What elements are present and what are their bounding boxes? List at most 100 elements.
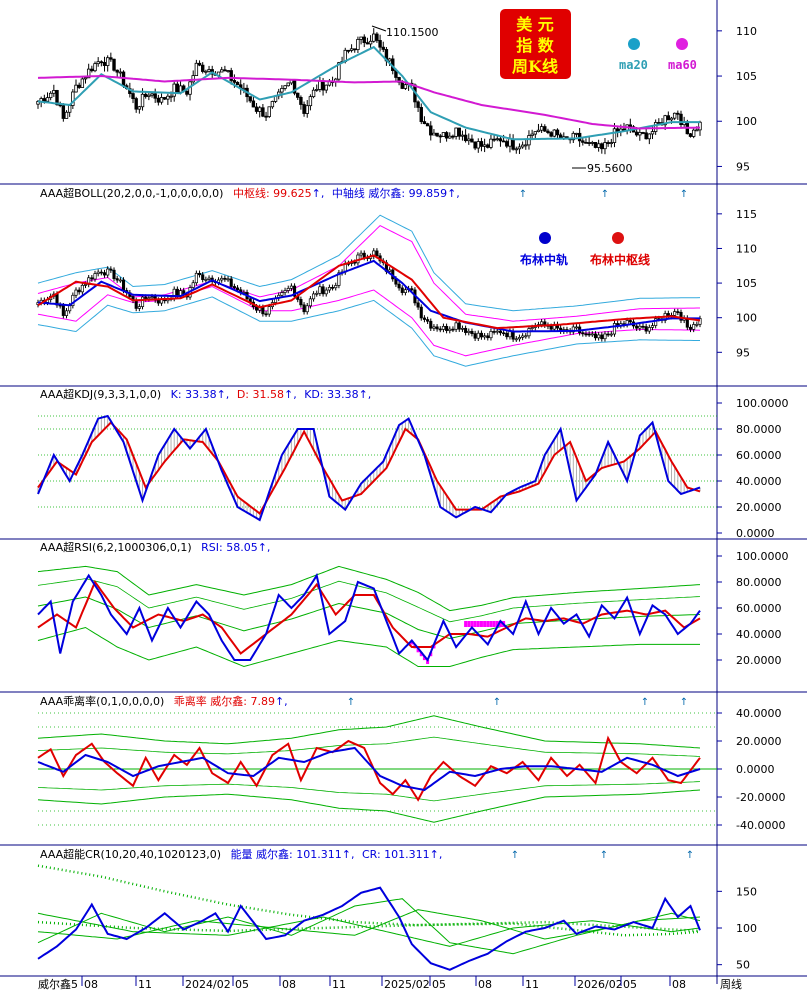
candle-body [546,130,550,133]
candle-body [454,127,458,137]
candle-body [587,142,591,144]
candle-body [524,144,528,147]
cr-ytick-label: 50 [736,959,750,972]
candle-body [530,133,534,136]
rsi-title-line: AAA超RSI(6,2,1000306,0,1) RSI: 58.05↑, [40,540,270,554]
boll-candle-body [90,277,94,280]
candle-body [299,96,303,105]
kdj-arrow-icon-3: ↑, [359,388,372,401]
kline-ytick-label: 110 [736,25,757,38]
candle-body [197,62,202,66]
candle-body [229,70,233,81]
candle-body [403,84,408,89]
candle-body [647,133,652,140]
candle-body [365,42,370,45]
candle-body [387,58,392,62]
kdj-kd-value: KD: 33.38 [304,388,358,401]
rsi-marker [489,621,493,627]
signal-arrow-icon: ↑ [641,697,649,708]
candle-body [600,143,604,150]
candle-body [501,140,506,143]
boll-candle-body [324,289,328,295]
candle-body [527,135,531,146]
candle-body [137,106,142,110]
bias-line [37,735,701,802]
boll-candle-body [318,286,322,294]
logo-badge: 美 元 指 数 周K线 [498,7,573,81]
rsi-ma-line [37,579,701,655]
candle-body [590,142,595,144]
boll-candle-body [612,323,617,335]
candle-body [479,141,484,147]
candle-body [634,131,639,136]
rsi-line [37,572,701,662]
boll-candle-body [121,279,126,291]
boll-candle-body [118,279,122,282]
boll-candle-body [419,306,423,319]
candle-body [280,88,284,93]
candle-body [698,121,702,131]
boll-ytick-label: 110 [736,242,757,255]
candle-body [321,80,325,91]
boll-candle-body [508,330,512,338]
candle-body [77,84,81,88]
candle-body [498,138,503,142]
bias-title: AAA乖离率(0,1,0,0,0,0) [40,694,164,708]
rsi-marker [473,621,477,627]
boll-candle-body [204,279,208,281]
boll-candle-body [476,332,480,339]
candle-body [251,100,256,108]
candle-body [508,138,512,147]
rsi-marker [410,640,414,645]
bias-ytick-label: -40.0000 [736,819,785,832]
kdj-ytick-label: 80.0000 [736,423,782,436]
boll-candle-body [521,335,525,338]
candle-body [112,58,116,71]
cr-title: AAA超能CR(10,20,40,1020123,0) [40,847,221,861]
candle-body [258,107,262,112]
boll-up-arrow-icon-2: ↑, [447,187,460,200]
candle-body [473,141,477,149]
candle-body [574,132,579,135]
boll-candle-body [156,299,160,304]
boll-candle-body [400,287,404,293]
signal-arrow-icon: ↑ [347,697,355,708]
boll-candle-body [207,277,211,280]
candle-body [61,105,66,119]
candle-body [191,75,195,83]
logo-line-1: 美 元 [516,15,554,34]
candle-body [381,46,385,50]
bias-ytick-label: 0.0000 [736,763,775,776]
candle-body [283,85,287,89]
candle-body [486,144,490,148]
kline-panel [36,28,702,155]
boll-candle-body [679,311,683,321]
candle-body [489,138,493,148]
signal-arrow-icon: ↑ [680,697,688,708]
boll-candle-body [236,287,240,291]
boll-candle-body [99,271,103,274]
boll-candle-body [606,333,610,336]
xaxis-label: 05 [623,978,637,990]
rsi-arrow-icon: ↑, [258,541,271,554]
candle-body [109,57,113,60]
kdj-ytick-label: 60.0000 [736,449,782,462]
boll-candle-body [489,331,493,339]
xaxis-label: 08 [84,978,98,990]
candle-body [353,48,357,51]
candle-body [463,134,468,142]
candle-body [175,83,180,93]
boll-candle-body [327,286,331,291]
boll-candle-body [220,277,224,281]
boll-title-line: AAA超BOLL(20,2,0,0,-1,0,0,0,0,0) 中枢线: 99.… [40,186,460,200]
bias-ytick-label: -20.0000 [736,791,785,804]
rsi-marker [426,660,430,664]
boll-candle-body [644,326,648,332]
kdj-ytick-label: 100.0000 [736,397,789,410]
boll-candle-body [530,327,534,329]
boll-candle-body [137,306,141,309]
candle-body [71,91,75,106]
kdj-k-value: K: 33.38 [171,388,217,401]
candle-body [492,138,496,141]
candle-body [666,115,671,121]
